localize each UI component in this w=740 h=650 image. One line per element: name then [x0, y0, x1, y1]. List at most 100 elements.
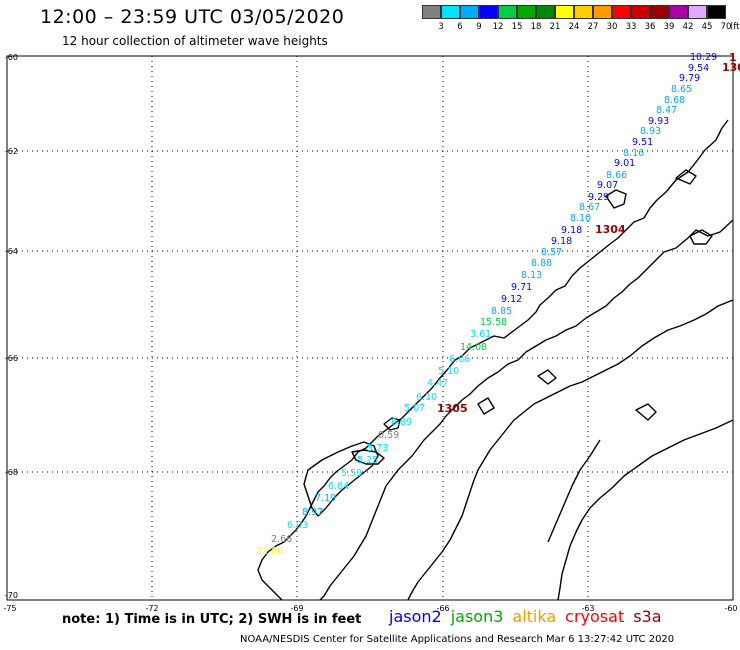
legend-label: 30: [606, 22, 618, 32]
wave-height-label: 5.59: [341, 468, 362, 479]
legend-swatch: [593, 5, 612, 19]
legend-swatch: [517, 5, 536, 19]
wave-height-label: 6.03: [287, 520, 308, 531]
legend-label: 70: [720, 22, 732, 32]
legend-label: 42: [682, 22, 694, 32]
peninsula-coast: [257, 119, 729, 601]
footnote: note: 1) Time is in UTC; 2) SWH is in fe…: [62, 612, 362, 627]
legend-swatch: [422, 5, 441, 19]
wave-height-label: 9.18: [561, 225, 582, 236]
wave-height-label: 9.71: [511, 282, 532, 293]
inland-lake-2: [537, 369, 557, 385]
wave-height-label: 8.93: [640, 126, 661, 137]
map-title: 12:00 – 23:59 UTC 03/05/2020: [40, 6, 345, 28]
larsen-coast: [407, 299, 734, 601]
wave-height-label: 6.66: [449, 354, 470, 365]
legend-label: 9: [476, 22, 482, 32]
satellite-name: jason2: [389, 607, 442, 626]
wave-height-label: 6.84: [328, 481, 349, 492]
track-label: 1: [729, 51, 737, 64]
graticule: [7, 56, 733, 600]
lon-label: -72: [145, 604, 158, 613]
legend-label: 27: [587, 22, 599, 32]
wave-height-label: 8.47: [656, 105, 677, 116]
peninsula-east-coast: [319, 219, 734, 601]
alexander-island: [303, 441, 379, 517]
lat-label: -60: [5, 53, 18, 62]
anvers-island: [605, 189, 627, 209]
legend-swatch: [612, 5, 631, 19]
south-shetland: [675, 169, 697, 185]
legend-swatch: [574, 5, 593, 19]
wave-height-label: 6.89: [391, 417, 412, 428]
lon-label: -66: [436, 604, 449, 613]
biscoe-islands: [383, 417, 401, 431]
track-labels: 1305 1304 130 1: [437, 51, 740, 415]
wave-height-label: 15.58: [480, 317, 507, 328]
lat-axis: -60 -62 -64 -66 -68 -70: [5, 53, 18, 600]
inland-lake-3: [477, 397, 495, 415]
legend-swatch: [479, 5, 498, 19]
wave-height-label: 8.66: [606, 170, 627, 181]
wave-height-label: 8.68: [664, 95, 685, 106]
legend-swatch: [650, 5, 669, 19]
inland-lake-1: [635, 403, 657, 421]
legend-label: 45: [701, 22, 713, 32]
lat-label: -70: [5, 591, 18, 600]
map-subtitle: 12 hour collection of altimeter wave hei…: [62, 34, 328, 48]
wave-height-label: 5.73: [367, 443, 388, 454]
lat-label: -68: [5, 468, 18, 477]
wave-height-label: 10.29: [690, 52, 717, 63]
wave-height-label: 8.57: [541, 247, 562, 258]
satellite-name: altika: [512, 607, 557, 626]
wave-height-label: 22.66: [256, 546, 283, 557]
wave-height-observations: 10.299.549.798.658.688.479.938.939.518.1…: [256, 52, 717, 557]
wave-height-label: 8.85: [491, 306, 512, 317]
map-frame: [6, 55, 734, 601]
legend-label: 12: [492, 22, 504, 32]
legend-label: 33: [625, 22, 637, 32]
legend-swatch: [441, 5, 460, 19]
legend-swatch: [669, 5, 688, 19]
track-label: 1304: [595, 223, 626, 236]
wave-height-label: 8.67: [579, 202, 600, 213]
wave-height-label: 4.47: [427, 378, 448, 389]
lon-label: -63: [581, 604, 594, 613]
wave-height-label: 7.19: [315, 493, 336, 504]
satellite-name: s3a: [633, 607, 662, 626]
lon-axis: -75 -72 -69 -66 -63 -60: [3, 604, 737, 613]
wave-height-label: 9.93: [648, 116, 669, 127]
legend-swatch: [536, 5, 555, 19]
wave-height-label: 9.01: [614, 158, 635, 169]
wave-height-label: 9.54: [688, 63, 709, 74]
wave-height-label: 9.29: [588, 192, 609, 203]
track-label: 1305: [437, 402, 468, 415]
wave-height-label: 0.59: [378, 430, 399, 441]
wave-height-label: 8.16: [623, 148, 644, 159]
legend-label: 36: [644, 22, 656, 32]
wave-height-label: 9.51: [632, 137, 653, 148]
wave-height-label: 5.10: [438, 366, 459, 377]
adelaide-island: [351, 449, 385, 465]
lon-label: -75: [3, 604, 16, 613]
wave-height-label: 9.79: [679, 73, 700, 84]
wave-height-label: 9.07: [597, 180, 618, 191]
wave-height-label: 14.08: [460, 342, 487, 353]
legend-label: 3: [438, 22, 444, 32]
wave-height-label: 3.61: [470, 329, 491, 340]
wave-height-label: 8.97: [302, 507, 323, 518]
satellite-legend: jason2 jason3 altika cryosat s3a: [389, 607, 671, 626]
joinville: [689, 229, 713, 245]
satellite-name: cryosat: [565, 607, 625, 626]
wave-height-label: 8.13: [521, 270, 542, 281]
ice-front: [547, 439, 601, 543]
legend-swatch: [688, 5, 707, 19]
wave-height-label: 8.88: [531, 258, 552, 269]
satellite-name: jason3: [450, 607, 504, 626]
legend-swatch: [498, 5, 517, 19]
wave-height-label: 2.66: [271, 534, 292, 545]
lon-label: -60: [724, 604, 737, 613]
lat-label: -66: [5, 354, 18, 363]
legend-label: 18: [530, 22, 542, 32]
